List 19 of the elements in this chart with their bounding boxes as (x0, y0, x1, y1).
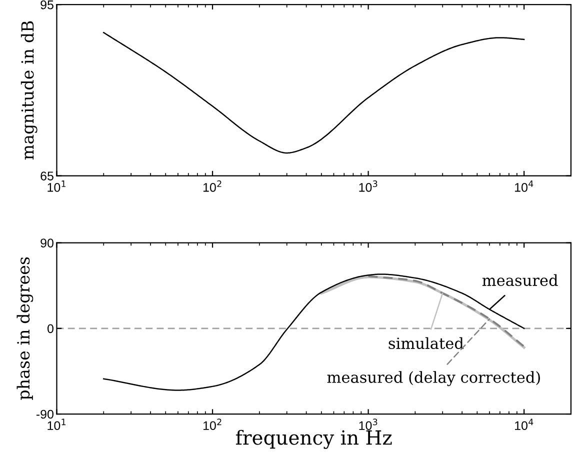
y-tick-label: 95 (40, 0, 54, 10)
y-tick-label: -90 (36, 410, 54, 419)
x-tick-label: 10$^{4}$ (515, 418, 534, 430)
y-axis-title: phase in degrees (16, 257, 34, 400)
x-tick-label: 10$^{1}$ (48, 180, 66, 192)
x-tick-label: 10$^{2}$ (203, 418, 222, 430)
y-tick-label: 0 (48, 324, 54, 334)
x-tick-label: 10$^{1}$ (48, 418, 66, 430)
x-tick-label: 10$^{3}$ (359, 418, 378, 430)
x-tick-label: 10$^{2}$ (203, 180, 222, 192)
y-axis-title: magnitude in dB (20, 21, 38, 160)
series-label: measured (delay corrected) (327, 371, 540, 386)
x-tick-label: 10$^{4}$ (515, 180, 534, 192)
y-tick-label: 65 (40, 172, 54, 180)
legend-label: simulated (388, 337, 464, 350)
x-tick-label: 10$^{3}$ (359, 180, 378, 192)
y-tick-label: 90 (40, 238, 54, 248)
x-axis-title: frequency in Hz (236, 430, 392, 449)
series-label: measured (482, 274, 558, 286)
